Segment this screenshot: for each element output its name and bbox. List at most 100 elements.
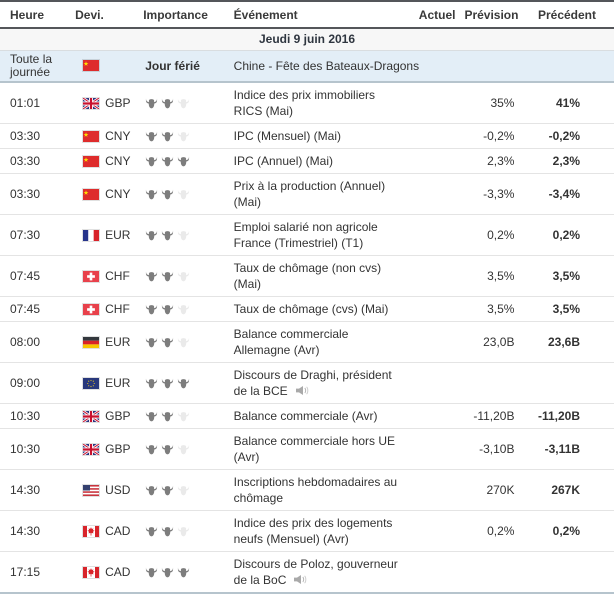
currency-code: GBP [105,408,131,423]
event-row[interactable]: 07:45 CHF Taux de chômage (cvs) (Mai) 3,5% 3… [0,297,614,322]
event-row[interactable]: 10:30 GBP Balance commerciale (Avr) -11,20B… [0,404,614,429]
bull-icon [145,304,158,315]
bull-icon [177,444,190,455]
china-flag-icon [82,154,101,168]
actual-value [419,297,460,322]
actual-value [419,470,460,511]
currency-cell: EUR [69,215,135,256]
event-row[interactable]: 03:30 CNY IPC (Annuel) (Mai) 2,3% 2,3% [0,149,614,174]
currency-cell: EUR [69,363,135,404]
holiday-label: Jour férié [135,50,226,83]
event-row[interactable]: 08:00 EUR Balance commerciale Allemagne (A… [0,322,614,363]
importance-rating [135,215,225,256]
event-title[interactable]: Balance commerciale hors UE (Avr) [233,434,396,464]
bull-icon [177,378,190,389]
event-title[interactable]: Indice des prix immobiliers RICS (Mai) [233,88,376,118]
importance-rating [135,470,225,511]
actual-value [419,124,460,149]
currency-code: CAD [105,564,131,579]
event-title[interactable]: IPC (Mensuel) (Mai) [233,129,342,143]
bull-icon [161,304,174,315]
currency-code: EUR [105,334,131,349]
event-title[interactable]: IPC (Annuel) (Mai) [233,154,334,168]
currency-code: GBP [105,95,131,110]
event-row[interactable]: 14:30 CAD Indice des prix des logements ne… [0,511,614,552]
event-title[interactable]: Prix à la production (Annuel) (Mai) [233,179,386,209]
bull-icon [177,526,190,537]
speaker-icon [293,574,307,585]
holiday-row[interactable]: Toute la journée Jour férié Chine - Fête… [0,50,614,83]
event-row[interactable]: 09:00 EUR Discours de Draghi, président de… [0,363,614,404]
calendar-header: Heure Devi. Importance Événement Actuel … [0,1,614,29]
bull-icon [177,567,190,578]
holiday-time: Toute la journée [0,50,70,83]
currency-code: CAD [105,523,131,538]
currency-cell: GBP [69,429,135,470]
bull-icon [161,189,174,200]
currency-cell: CNY [69,124,135,149]
china-flag-icon [82,59,101,72]
bull-icon [145,98,158,109]
event-title[interactable]: Discours de Draghi, président de la BCE [233,368,392,398]
france-flag-icon [82,228,101,242]
previous-value: 3,5% [552,302,580,316]
event-row[interactable]: 14:30 USD Inscriptions hebdomadaires au ch… [0,470,614,511]
currency-cell: USD [69,470,135,511]
forecast-value: -3,3% [483,187,515,201]
bull-icon [145,156,158,167]
bull-icon [161,98,174,109]
event-title[interactable]: Balance commerciale (Avr) [233,409,378,423]
canada-flag-icon [82,565,101,579]
importance-rating [135,256,225,297]
event-row[interactable]: 07:45 CHF Taux de chômage (non cvs) (Mai) 3… [0,256,614,297]
event-title[interactable]: Inscriptions hebdomadaires au chômage [233,475,398,505]
previous-value: 23,6B [547,335,580,349]
event-title[interactable]: Indice des prix des logements neufs (Men… [233,516,393,546]
china-flag-icon [82,187,101,201]
bull-icon [145,131,158,142]
bull-icon [177,411,190,422]
event-title[interactable]: Taux de chômage (non cvs) (Mai) [233,261,382,291]
previous-value: 0,2% [552,524,580,538]
event-time: 08:00 [10,335,41,349]
column-header-forecast: Prévision [459,1,523,29]
previous-value: -0,2% [548,129,580,143]
holiday-event: Chine - Fête des Bateaux-Dragons [225,50,614,83]
event-row[interactable]: 03:30 CNY IPC (Mensuel) (Mai) -0,2% -0,2% [0,124,614,149]
event-row[interactable]: 03:30 CNY Prix à la production (Annuel) (M… [0,174,614,215]
column-header-event: Événement [225,1,419,29]
event-row[interactable]: 10:30 GBP Balance commerciale hors UE (Avr… [0,429,614,470]
bull-icon [145,230,158,241]
currency-code: EUR [105,375,131,390]
previous-value [522,552,614,594]
currency-cell: GBP [69,404,135,429]
bull-icon [145,411,158,422]
actual-value [419,429,460,470]
uk-flag-icon [82,96,101,110]
forecast-value: 3,5% [487,269,515,283]
event-row[interactable]: 01:01 GBP Indice des prix immobiliers RICS… [0,82,614,124]
currency-cell: CNY [69,149,135,174]
bull-icon [161,378,174,389]
column-header-time: Heure [0,1,70,29]
bull-icon [161,131,174,142]
previous-value: -3,11B [544,442,580,456]
event-row[interactable]: 07:30 EUR Emploi salarié non agricole Fran… [0,215,614,256]
switzerland-flag-icon [82,302,101,316]
event-title[interactable]: Balance commerciale Allemagne (Avr) [233,327,349,357]
event-time: 17:15 [10,565,41,579]
date-header: Jeudi 9 juin 2016 [0,28,614,51]
importance-rating [135,511,225,552]
event-title[interactable]: Taux de chômage (cvs) (Mai) [233,302,389,316]
importance-rating [135,322,225,363]
event-title[interactable]: Emploi salarié non agricole France (Trim… [233,220,378,250]
event-row[interactable]: 17:15 CAD Discours de Poloz, gouverneur de… [0,552,614,594]
forecast-value: 0,2% [487,524,515,538]
column-header-actual: Actuel [418,1,460,29]
column-header-importance: Importance [135,1,226,29]
forecast-value: -11,20B [473,409,515,423]
bull-icon [177,156,190,167]
event-time: 10:30 [10,409,41,423]
